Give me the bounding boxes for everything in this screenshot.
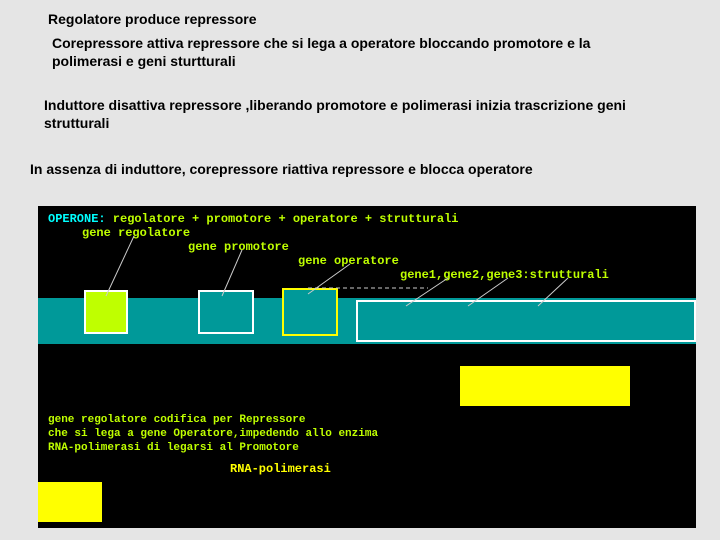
header-line-2: Corepressore attiva repressore che si le…: [52, 34, 652, 70]
promotore-block: [198, 290, 254, 334]
desc-line-2: che si lega a gene Operatore,impedendo a…: [48, 428, 378, 440]
desc-line-3: RNA-polimerasi di legarsi al Promotore: [48, 442, 299, 454]
title-rest: regolatore + promotore + operatore + str…: [106, 212, 459, 226]
rna-label: RNA-polimerasi: [230, 462, 331, 476]
diagram-title: OPERONE: regolatore + promotore + operat…: [48, 212, 458, 226]
desc-line-1: gene regolatore codifica per Repressore: [48, 414, 305, 426]
regolatore-block: [84, 290, 128, 334]
small-bottom-block: [38, 482, 102, 522]
strutturali-strip: [356, 300, 696, 342]
label-gene-strutturali: gene1,gene2,gene3:strutturali: [400, 268, 609, 282]
header-line-4: In assenza di induttore, corepressore ri…: [30, 160, 710, 178]
title-prefix: OPERONE:: [48, 212, 106, 226]
label-gene-operatore: gene operatore: [298, 254, 399, 268]
header-line-1: Regolatore produce repressore: [48, 10, 668, 28]
header-line-3: Induttore disattiva repressore ,liberand…: [44, 96, 654, 132]
operon-diagram: OPERONE: regolatore + promotore + operat…: [38, 206, 696, 528]
operatore-block: [282, 288, 338, 336]
rna-polimerasi-block: [460, 366, 630, 406]
label-gene-promotore: gene promotore: [188, 240, 289, 254]
label-gene-regolatore: gene regolatore: [82, 226, 190, 240]
